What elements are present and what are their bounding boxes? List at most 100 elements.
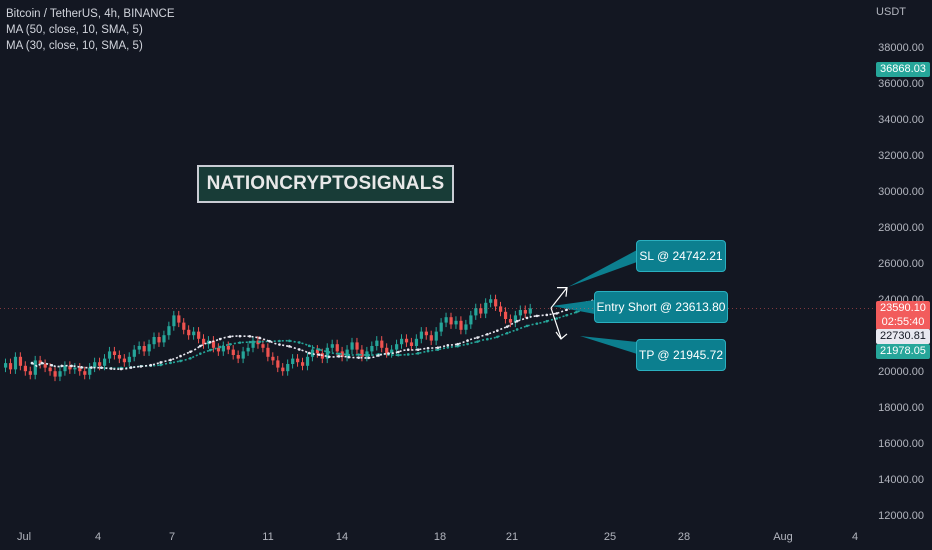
ma-white-line-marker — [397, 350, 400, 354]
candle-body — [518, 310, 522, 316]
ma-green-line-marker — [575, 310, 578, 314]
ma-white-line-marker — [268, 339, 271, 343]
ma-green-line-marker — [347, 353, 351, 357]
callout-sl-pointer — [568, 250, 637, 287]
ma-white-line-marker — [90, 366, 93, 369]
candle-body — [33, 360, 37, 375]
candle-body — [355, 342, 359, 350]
candle-body — [157, 337, 161, 343]
candle-body — [424, 331, 428, 336]
ma-green-line-marker — [199, 352, 202, 355]
price-tag-last: 23590.10 — [876, 301, 930, 316]
x-tick-label: 11 — [262, 531, 274, 543]
candle-body — [216, 347, 221, 352]
ma-white-line-marker — [416, 348, 420, 352]
ma-green-line-marker — [525, 324, 529, 328]
candle-body — [414, 338, 419, 346]
x-tick-label: 25 — [603, 531, 617, 543]
ma-white-line-marker — [109, 367, 113, 370]
candle-body — [474, 308, 478, 316]
candle-body — [167, 326, 171, 336]
candle-body — [281, 367, 285, 372]
candle-body — [23, 365, 27, 372]
candle-body — [132, 349, 136, 357]
candle-body — [251, 340, 255, 348]
candle-body — [182, 322, 186, 330]
candle-body — [197, 331, 201, 339]
ma-green-line-marker — [218, 345, 222, 349]
candle-body — [172, 315, 176, 327]
ma-white-line-marker — [367, 356, 370, 360]
ma-green-line-marker — [535, 322, 539, 325]
candle-body — [93, 362, 97, 368]
ma-green-line-marker — [426, 349, 430, 353]
candle-body — [291, 358, 295, 364]
ma-white-line-marker — [525, 316, 529, 320]
ma-green-line-marker — [208, 348, 212, 352]
candle-body — [152, 337, 156, 345]
candle-body — [107, 351, 112, 359]
ma-white-line-marker — [436, 346, 440, 349]
candle-body — [350, 342, 354, 350]
ma-white-line-marker — [387, 352, 390, 355]
ma-green-line-marker — [238, 341, 242, 344]
candle-body — [365, 351, 369, 357]
ma-white-line-marker — [238, 334, 242, 338]
ma-green-line-marker — [555, 317, 558, 320]
x-tick-label: Jul — [16, 531, 32, 543]
x-tick-label: Aug — [773, 531, 793, 543]
candle-body — [489, 299, 493, 303]
ma-green-line-marker — [159, 363, 162, 367]
ma-green-line-marker — [466, 342, 469, 346]
tp-arrow — [550, 307, 568, 340]
ma-white-line-marker — [40, 361, 44, 365]
candle-body — [419, 331, 423, 339]
ma-green-line-marker — [298, 341, 301, 344]
candle-body — [380, 340, 384, 348]
x-tick-label: 21 — [505, 531, 519, 543]
candle-body — [325, 347, 329, 359]
y-tick-label: 38000.00 — [878, 42, 924, 54]
legend-ma2: MA (30, close, 10, SMA, 5) — [6, 40, 143, 52]
ma-white-line-marker — [189, 350, 192, 354]
candle-body — [211, 340, 216, 348]
candle-body — [301, 362, 305, 366]
candle-body — [88, 367, 92, 375]
y-tick-label: 34000.00 — [878, 114, 924, 126]
candle-body — [13, 356, 18, 370]
ma-white-line-marker — [228, 335, 232, 338]
ma-white-line-marker — [30, 361, 34, 365]
candle-body — [48, 367, 52, 372]
ma-green-line-marker — [357, 353, 361, 356]
ma-white-line-marker — [327, 355, 331, 359]
candle-body — [236, 355, 240, 359]
candle-body — [340, 351, 344, 357]
ma-white-line-marker — [149, 363, 153, 367]
ma-white-line-marker — [307, 351, 311, 355]
candle-body — [68, 365, 72, 370]
ma-white-line-marker — [129, 366, 133, 369]
candle-body — [103, 358, 107, 366]
ma-green-line-marker — [228, 343, 232, 346]
ma-white-line-marker — [377, 354, 380, 357]
candle-body — [137, 346, 141, 350]
ma-green-line-marker — [515, 328, 519, 331]
chart-legend: Bitcoin / TetherUS, 4h, BINANCE MA (50, … — [6, 6, 175, 54]
candle-body — [523, 310, 527, 314]
candle-body — [142, 346, 146, 352]
ma-white-line-marker — [406, 348, 410, 352]
candle-body — [43, 364, 47, 368]
x-tick-label: 28 — [677, 531, 691, 543]
candle-body — [286, 364, 290, 372]
ma-white-line-marker — [347, 355, 351, 359]
candle-body — [360, 349, 364, 357]
candle-body — [503, 311, 508, 319]
ma-white-line-marker — [60, 364, 63, 368]
candle-body — [439, 322, 443, 332]
y-tick-label: 14000.00 — [878, 474, 924, 486]
ma-white-line-marker — [248, 334, 252, 338]
ma-green-line-marker — [307, 344, 311, 348]
candle-body — [266, 347, 270, 357]
candle-body — [528, 308, 532, 314]
